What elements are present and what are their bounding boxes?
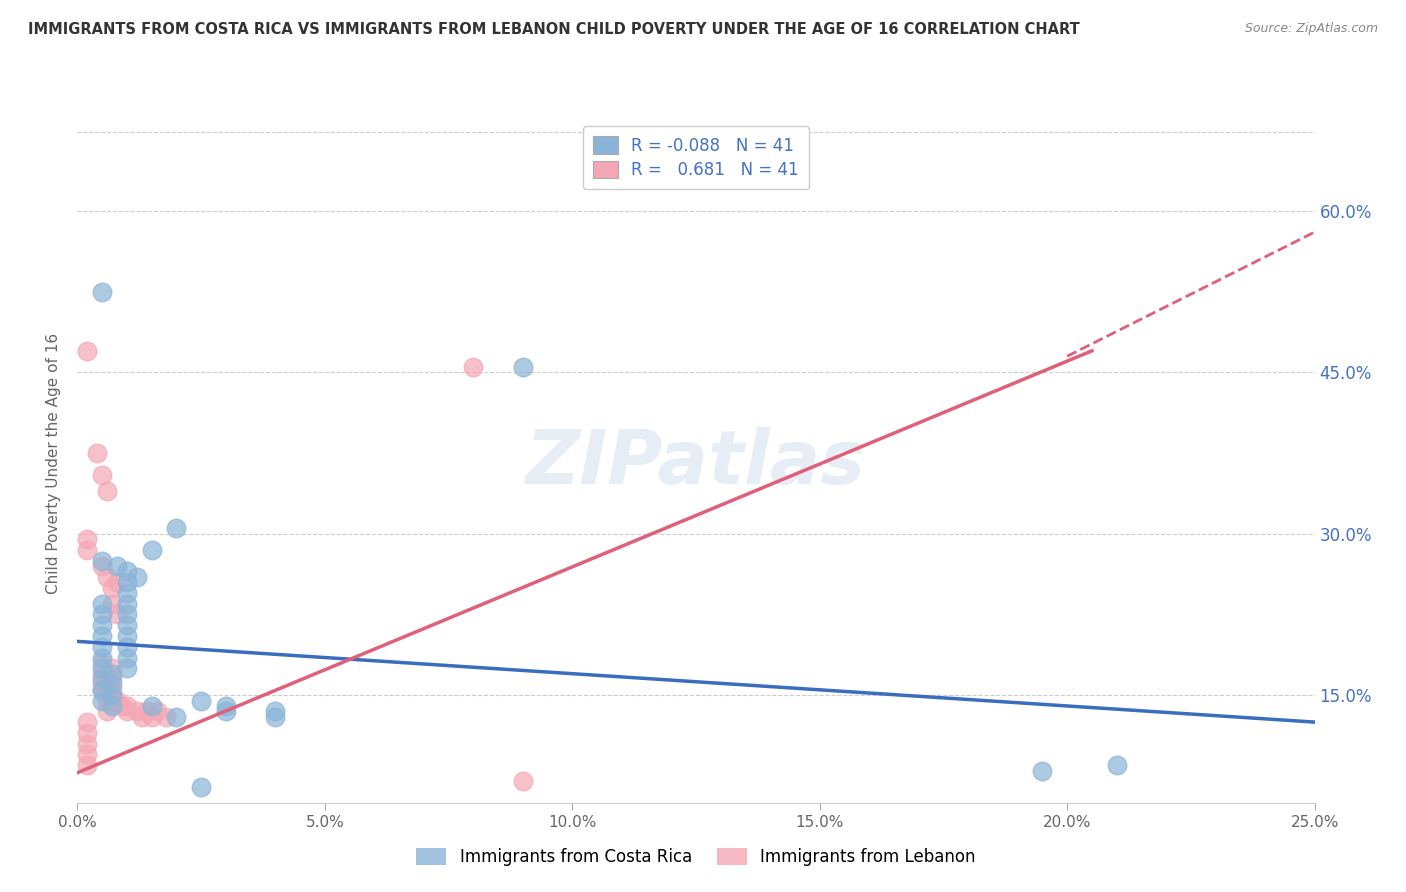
Text: IMMIGRANTS FROM COSTA RICA VS IMMIGRANTS FROM LEBANON CHILD POVERTY UNDER THE AG: IMMIGRANTS FROM COSTA RICA VS IMMIGRANTS… [28, 22, 1080, 37]
Point [91, 640, 114, 654]
Point [463, 359, 485, 374]
Point [115, 575, 138, 590]
Point [91, 554, 114, 568]
Point [115, 565, 138, 579]
Point [91, 285, 114, 299]
Point [264, 709, 287, 723]
Point [105, 607, 128, 622]
Point [512, 774, 534, 789]
Point [101, 677, 124, 691]
Point [101, 688, 124, 702]
Point [76, 737, 98, 751]
Point [115, 597, 138, 611]
Point [101, 666, 124, 681]
Point [76, 747, 98, 762]
Point [101, 682, 124, 697]
Point [91, 672, 114, 686]
Point [190, 780, 212, 794]
Legend: Immigrants from Costa Rica, Immigrants from Lebanon: Immigrants from Costa Rica, Immigrants f… [409, 841, 983, 872]
Point [141, 543, 163, 558]
Point [155, 709, 177, 723]
Point [115, 704, 138, 718]
Point [91, 682, 114, 697]
Point [86, 446, 108, 460]
Point [131, 709, 153, 723]
Point [91, 661, 114, 675]
Point [141, 709, 163, 723]
Point [105, 575, 128, 590]
Point [91, 467, 114, 482]
Y-axis label: Child Poverty Under the Age of 16: Child Poverty Under the Age of 16 [46, 334, 62, 594]
Point [91, 559, 114, 574]
Point [76, 543, 98, 558]
Point [215, 704, 238, 718]
Point [91, 597, 114, 611]
Point [91, 629, 114, 643]
Point [1105, 758, 1128, 772]
Point [1031, 764, 1053, 778]
Point [101, 693, 124, 707]
Point [135, 704, 157, 718]
Point [101, 597, 124, 611]
Point [96, 483, 118, 498]
Point [96, 704, 118, 718]
Point [76, 532, 98, 546]
Point [76, 715, 98, 730]
Point [101, 698, 124, 713]
Point [115, 629, 138, 643]
Point [264, 704, 287, 718]
Point [190, 693, 212, 707]
Point [115, 650, 138, 665]
Point [96, 682, 118, 697]
Point [91, 618, 114, 632]
Text: Source: ZipAtlas.com: Source: ZipAtlas.com [1244, 22, 1378, 36]
Point [105, 693, 128, 707]
Point [101, 581, 124, 595]
Point [115, 698, 138, 713]
Point [512, 359, 534, 374]
Point [91, 682, 114, 697]
Point [125, 704, 148, 718]
Point [111, 698, 134, 713]
Point [145, 704, 167, 718]
Point [165, 709, 187, 723]
Point [115, 640, 138, 654]
Point [91, 607, 114, 622]
Point [115, 607, 138, 622]
Point [165, 521, 187, 535]
Point [91, 656, 114, 670]
Point [76, 726, 98, 740]
Point [215, 698, 238, 713]
Point [96, 570, 118, 584]
Point [105, 559, 128, 574]
Point [76, 758, 98, 772]
Point [96, 672, 118, 686]
Text: ZIPatlas: ZIPatlas [526, 427, 866, 500]
Point [96, 693, 118, 707]
Point [115, 586, 138, 600]
Point [115, 618, 138, 632]
Point [76, 343, 98, 358]
Point [91, 677, 114, 691]
Point [115, 661, 138, 675]
Point [91, 650, 114, 665]
Point [91, 693, 114, 707]
Point [91, 666, 114, 681]
Point [101, 672, 124, 686]
Point [141, 698, 163, 713]
Point [125, 570, 148, 584]
Point [101, 661, 124, 675]
